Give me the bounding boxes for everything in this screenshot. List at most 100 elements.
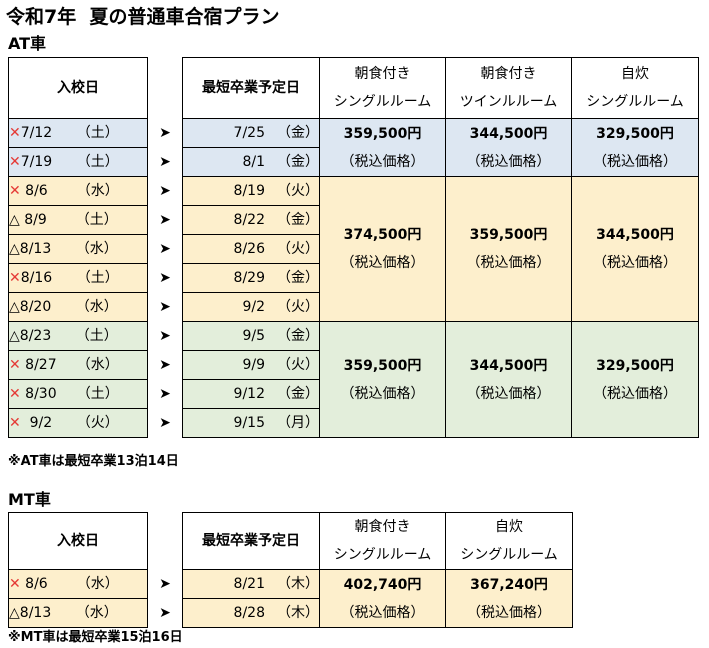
table-row: ✕ 8/6 （水） ➤ 8/21 （木） 402,740円 （税込価格） 367,240円 （税…: [8, 569, 573, 628]
graduation-weekday: （月）: [277, 415, 319, 431]
mt-schedule-table: 入校日 最短卒業予定日 朝食付き シングルルーム 自炊 シングルルーム ✕ 8/…: [8, 512, 573, 628]
cross-mark-icon: ✕: [9, 415, 21, 431]
graduation-date: 9/9: [242, 357, 265, 373]
graduation-date-cell: 8/1 （金）: [182, 147, 320, 177]
entry-weekday: （土）: [76, 154, 119, 170]
tax-included-label: （税込価格）: [466, 153, 551, 170]
graduation-date-cell: 7/25 （金）: [182, 118, 320, 148]
graduation-date: 7/25: [233, 125, 265, 141]
graduation-date: 8/29: [233, 270, 265, 286]
plan-line: シングルルーム: [333, 547, 432, 563]
graduation-date-cell: 9/9 （火）: [182, 350, 320, 380]
at-section-label: AT車: [8, 34, 47, 53]
entry-weekday: （水）: [76, 357, 119, 373]
entry-date-cell: ✕ 9/2 （火）: [8, 408, 148, 438]
entry-weekday: （水）: [75, 241, 118, 257]
table-row: △8/23 （土） ➤ 9/5 （金） 359,500円 （税込価格） 344,500円 （税込…: [8, 321, 699, 438]
graduation-date: 9/15: [233, 415, 265, 431]
graduation-date-cell: 9/5 （金）: [182, 321, 320, 351]
triangle-mark-icon: △: [9, 212, 20, 228]
entry-date: 8/20: [19, 299, 52, 315]
price-cell: 359,500円 （税込価格）: [319, 321, 446, 438]
price-cell: 402,740円 （税込価格）: [319, 569, 446, 628]
entry-weekday: （水）: [76, 183, 119, 199]
tax-included-label: （税込価格）: [340, 255, 425, 271]
entry-weekday: （水）: [75, 299, 118, 315]
entry-date: 7/12: [20, 125, 53, 141]
graduation-weekday: （火）: [277, 299, 319, 315]
price-cell: 344,500円 （税込価格）: [571, 176, 699, 322]
table-row: △ 8/9 （土） ➤ 8/22 （金）: [8, 205, 699, 235]
tax-included-label: （税込価格）: [466, 385, 551, 402]
entry-weekday: （土）: [76, 386, 119, 402]
graduation-date: 8/1: [242, 154, 265, 170]
plan-line: 朝食付き: [354, 66, 411, 82]
entry-date-cell: △ 8/9 （土）: [8, 205, 148, 235]
table-row: ✕ 8/27 （水） ➤ 9/9 （火）: [8, 350, 699, 380]
graduation-date-cell: 9/15 （月）: [182, 408, 320, 438]
price-cell: 329,500円 （税込価格）: [571, 321, 699, 438]
price-amount: 374,500円: [343, 227, 422, 243]
table-row: ✕ 9/2 （火） ➤ 9/15 （月）: [8, 408, 699, 438]
graduation-weekday: （木）: [277, 605, 319, 621]
plan-line: シングルルーム: [333, 94, 432, 110]
mt-section-label: MT車: [8, 490, 51, 509]
graduation-date-cell: 8/26 （火）: [182, 234, 320, 264]
table-row: ✕ 8/30 （土） ➤ 9/12 （金）: [8, 379, 699, 409]
plan-line: シングルルーム: [460, 547, 558, 563]
table-row: ✕7/12 （土） ➤ 7/25 （金） 359,500円 （税込価格） 344,500円 （税…: [8, 118, 699, 177]
entry-date: 7/19: [20, 154, 53, 170]
entry-weekday: （土）: [76, 125, 119, 141]
price-amount: 344,500円: [469, 125, 548, 142]
arrow-icon: ➤: [159, 386, 171, 402]
mt-plan1-header: 朝食付き シングルルーム: [319, 512, 446, 570]
price-cell: 367,240円 （税込価格）: [445, 569, 573, 628]
plan-line: ツインルルーム: [459, 94, 558, 110]
price-amount: 359,500円: [469, 227, 548, 243]
price-cell: 374,500円 （税込価格）: [319, 176, 446, 322]
tax-included-label: （税込価格）: [340, 385, 425, 402]
at-entry-header: 入校日: [8, 57, 148, 119]
arrow-icon: ➤: [159, 241, 171, 257]
tax-included-label: （税込価格）: [593, 255, 677, 271]
triangle-mark-icon: △: [9, 328, 20, 344]
graduation-date: 8/21: [233, 576, 265, 592]
arrow-icon: ➤: [159, 605, 171, 621]
at-plan1-header: 朝食付き シングルルーム: [319, 57, 446, 119]
table-row: ✕7/19 （土） ➤ 8/1 （金）: [8, 147, 699, 177]
entry-weekday: （火）: [76, 415, 119, 431]
tax-included-label: （税込価格）: [340, 153, 425, 170]
graduation-date: 8/19: [233, 183, 265, 199]
price-cell: 329,500円 （税込価格）: [571, 118, 699, 177]
mt-grad-header: 最短卒業予定日: [182, 512, 320, 570]
graduation-weekday: （金）: [277, 386, 319, 402]
mt-entry-header: 入校日: [8, 512, 148, 570]
entry-date: 9/2: [20, 415, 53, 431]
entry-weekday: （水）: [75, 605, 118, 621]
graduation-weekday: （火）: [277, 357, 319, 373]
graduation-date-cell: 9/2 （火）: [182, 292, 320, 322]
graduation-date-cell: 8/21 （木）: [182, 569, 320, 599]
price-amount: 329,500円: [596, 357, 674, 374]
plan-line: 朝食付き: [354, 519, 411, 535]
cross-mark-icon: ✕: [9, 154, 21, 170]
tax-included-label: （税込価格）: [593, 153, 677, 170]
entry-date-cell: △8/23 （土）: [8, 321, 148, 351]
page-title: 令和7年 夏の普通車合宿プラン: [6, 6, 280, 28]
price-amount: 344,500円: [469, 357, 548, 374]
entry-date-cell: ✕ 8/6 （水）: [8, 176, 148, 206]
plan-line: 朝食付き: [480, 66, 537, 82]
entry-date-cell: ✕ 8/27 （水）: [8, 350, 148, 380]
arrow-icon: ➤: [159, 357, 171, 373]
spacer: [148, 58, 183, 119]
entry-date: 8/13: [19, 241, 52, 257]
graduation-date-cell: 8/29 （金）: [182, 263, 320, 293]
at-plan2-header: 朝食付き ツインルルーム: [445, 57, 572, 119]
entry-date: 8/6: [20, 183, 48, 199]
price-amount: 367,240円: [470, 576, 548, 593]
graduation-weekday: （火）: [277, 241, 319, 257]
triangle-mark-icon: △: [9, 241, 20, 257]
entry-date-cell: ✕ 8/30 （土）: [8, 379, 148, 409]
at-note: ※AT車は最短卒業13泊14日: [8, 454, 179, 469]
graduation-weekday: （金）: [277, 125, 319, 141]
